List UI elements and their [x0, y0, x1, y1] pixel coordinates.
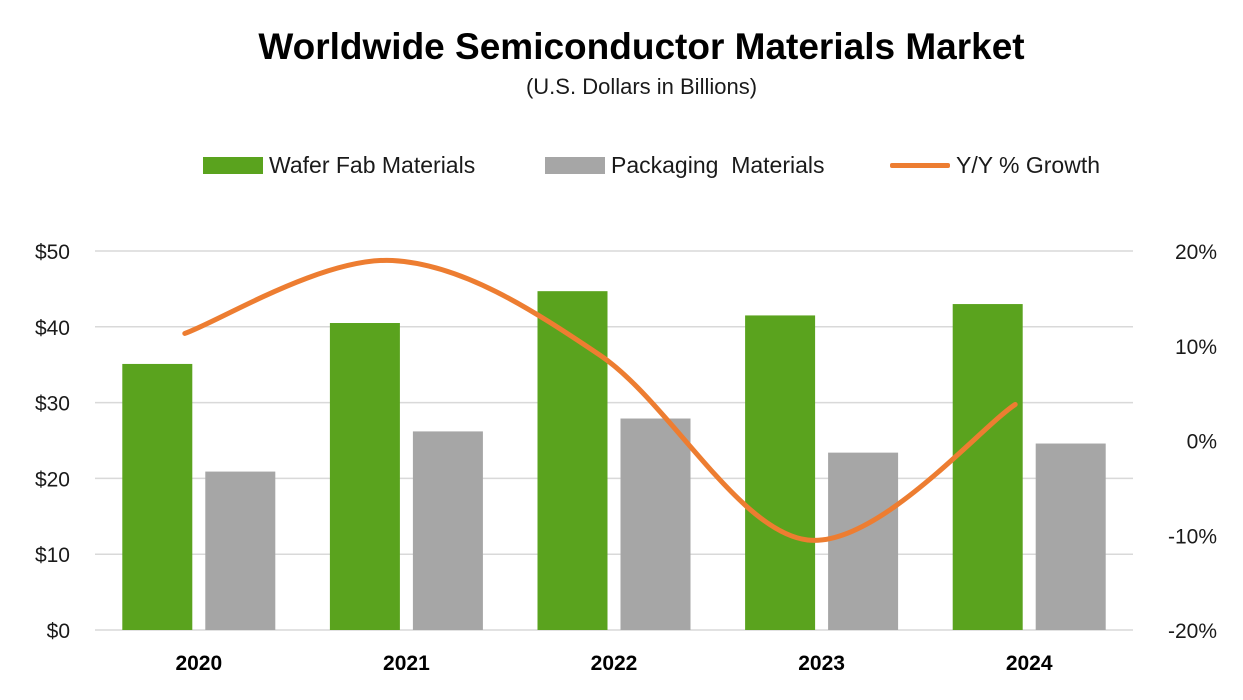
- right-tick-label: -20%: [1168, 620, 1217, 643]
- left-tick-label: $30: [35, 393, 70, 416]
- left-tick-label: $10: [35, 544, 70, 567]
- left-axis-ticks: $0 $10 $20 $30 $40 $50: [35, 241, 70, 643]
- legend-item-packaging: Packaging Materials: [545, 152, 825, 179]
- left-tick-label: $20: [35, 468, 70, 491]
- bar-wafer-fab-2024: [952, 304, 1023, 630]
- right-tick-label: 20%: [1175, 241, 1217, 264]
- left-tick-label: $40: [35, 317, 70, 340]
- right-tick-label: 10%: [1175, 336, 1217, 359]
- x-tick-label: 2023: [798, 652, 845, 675]
- bar-wafer-fab-2020: [122, 363, 193, 630]
- bar-packaging-2021: [412, 431, 483, 630]
- bar-packaging-2024: [1035, 443, 1106, 630]
- x-tick-label: 2021: [383, 652, 430, 675]
- growth-line-group: [182, 257, 1018, 543]
- chart-title: Worldwide Semiconductor Materials Market: [258, 26, 1025, 67]
- bar-wafer-fab-2023: [745, 315, 816, 630]
- x-tick-label: 2024: [1006, 652, 1053, 675]
- x-tick-label: 2020: [175, 652, 222, 675]
- bar-wafer-fab-2021: [329, 323, 400, 630]
- legend-swatch-packaging: [545, 157, 605, 174]
- left-tick-label: $50: [35, 241, 70, 264]
- legend-item-wafer-fab: Wafer Fab Materials: [203, 152, 475, 179]
- legend-swatch-growth: [890, 163, 950, 168]
- bar-packaging-2022: [620, 418, 691, 630]
- legend-label-wafer-fab: Wafer Fab Materials: [269, 152, 476, 178]
- bars: [122, 291, 1106, 630]
- legend-label-growth: Y/Y % Growth: [956, 152, 1101, 178]
- legend-swatch-wafer-fab: [203, 157, 263, 174]
- bar-wafer-fab-2022: [537, 291, 608, 630]
- x-axis-ticks: 2020 2021 2022 2023 2024: [175, 652, 1052, 675]
- left-tick-label: $0: [47, 620, 70, 643]
- growth-line: [182, 257, 1018, 543]
- right-tick-label: 0%: [1187, 431, 1217, 454]
- bar-packaging-2023: [828, 452, 899, 630]
- legend-label-packaging: Packaging Materials: [611, 152, 825, 178]
- chart-subtitle: (U.S. Dollars in Billions): [525, 74, 758, 99]
- right-axis-ticks: -20% -10% 0% 10% 20%: [1168, 241, 1217, 643]
- legend-item-growth: Y/Y % Growth: [890, 152, 1100, 179]
- right-tick-label: -10%: [1168, 525, 1217, 548]
- bar-packaging-2020: [205, 471, 276, 630]
- x-tick-label: 2022: [591, 652, 638, 675]
- legend: Wafer Fab Materials Packaging Materials …: [0, 152, 1243, 182]
